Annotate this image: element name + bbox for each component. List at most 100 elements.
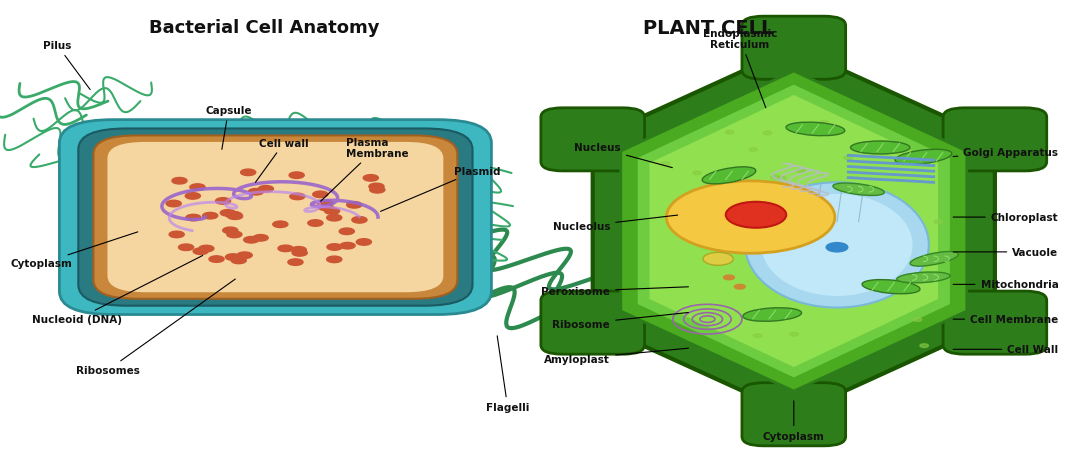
Ellipse shape <box>896 272 950 283</box>
Circle shape <box>241 170 256 176</box>
Circle shape <box>308 220 323 227</box>
Circle shape <box>703 253 733 266</box>
Circle shape <box>292 247 307 254</box>
Circle shape <box>820 121 828 125</box>
Ellipse shape <box>895 150 951 165</box>
Circle shape <box>258 186 273 193</box>
Circle shape <box>934 220 943 224</box>
Circle shape <box>226 254 241 261</box>
Circle shape <box>797 169 806 173</box>
Circle shape <box>775 265 784 269</box>
Text: Chloroplast: Chloroplast <box>954 213 1058 223</box>
Circle shape <box>166 201 181 207</box>
Text: Plasma
Membrane: Plasma Membrane <box>321 138 408 202</box>
Circle shape <box>313 192 328 198</box>
Circle shape <box>193 249 208 255</box>
Ellipse shape <box>702 168 756 184</box>
Circle shape <box>327 257 342 263</box>
Circle shape <box>228 213 243 220</box>
Circle shape <box>751 235 759 239</box>
Circle shape <box>273 222 288 228</box>
FancyBboxPatch shape <box>108 143 443 293</box>
Circle shape <box>840 238 849 241</box>
Text: Peroxisome: Peroxisome <box>541 287 688 297</box>
FancyBboxPatch shape <box>541 291 645 354</box>
Text: Pilus: Pilus <box>43 41 90 90</box>
Circle shape <box>289 194 305 200</box>
Circle shape <box>339 229 354 235</box>
Ellipse shape <box>146 167 275 250</box>
Polygon shape <box>593 49 995 414</box>
Text: Cytoplasm: Cytoplasm <box>762 401 825 441</box>
Circle shape <box>231 257 246 264</box>
Text: Ribosomes: Ribosomes <box>76 279 235 375</box>
Circle shape <box>707 218 716 222</box>
Circle shape <box>826 243 848 252</box>
Circle shape <box>186 193 201 200</box>
Circle shape <box>703 241 712 245</box>
Circle shape <box>289 173 305 179</box>
Circle shape <box>837 261 846 264</box>
Circle shape <box>244 237 259 244</box>
Circle shape <box>914 318 922 322</box>
Circle shape <box>771 176 780 180</box>
Ellipse shape <box>745 183 929 308</box>
Ellipse shape <box>910 252 958 267</box>
Polygon shape <box>637 84 950 379</box>
Ellipse shape <box>862 280 920 294</box>
Circle shape <box>724 275 734 280</box>
Circle shape <box>203 213 218 219</box>
Circle shape <box>764 132 772 136</box>
Ellipse shape <box>833 184 885 196</box>
Circle shape <box>356 239 372 246</box>
Circle shape <box>726 202 786 228</box>
Circle shape <box>227 213 242 219</box>
Ellipse shape <box>786 123 845 137</box>
Text: Cell Wall: Cell Wall <box>954 344 1058 355</box>
Circle shape <box>324 208 339 215</box>
Circle shape <box>666 181 835 254</box>
Ellipse shape <box>743 308 801 322</box>
Text: Mitochondria: Mitochondria <box>954 280 1058 290</box>
FancyBboxPatch shape <box>742 17 846 80</box>
Circle shape <box>220 210 235 217</box>
Circle shape <box>253 235 268 242</box>
Ellipse shape <box>851 142 909 155</box>
Circle shape <box>693 172 702 175</box>
Text: Cell Membrane: Cell Membrane <box>954 314 1058 325</box>
Circle shape <box>172 178 187 185</box>
Circle shape <box>811 283 820 287</box>
Circle shape <box>326 215 341 221</box>
FancyBboxPatch shape <box>59 120 491 315</box>
Text: PLANT CELL: PLANT CELL <box>643 19 773 38</box>
FancyBboxPatch shape <box>943 108 1047 171</box>
Text: Bacterial Cell Anatomy: Bacterial Cell Anatomy <box>149 19 380 37</box>
FancyBboxPatch shape <box>742 383 846 446</box>
Polygon shape <box>649 95 939 368</box>
Circle shape <box>292 250 307 257</box>
Text: Nucleolus: Nucleolus <box>553 216 677 232</box>
Circle shape <box>318 201 333 207</box>
Polygon shape <box>621 72 967 391</box>
FancyBboxPatch shape <box>943 292 1047 355</box>
Text: Endoplasmic
Reticulum: Endoplasmic Reticulum <box>703 29 777 108</box>
Circle shape <box>843 156 852 160</box>
Text: Flagelli: Flagelli <box>486 336 529 413</box>
Circle shape <box>726 131 734 135</box>
Circle shape <box>216 198 231 205</box>
Circle shape <box>369 184 384 190</box>
Text: Amyloplast: Amyloplast <box>544 349 688 364</box>
Circle shape <box>238 252 253 259</box>
Circle shape <box>248 189 264 195</box>
Circle shape <box>748 148 757 152</box>
Circle shape <box>226 212 241 219</box>
Ellipse shape <box>761 194 913 296</box>
Text: Cell wall: Cell wall <box>256 138 309 183</box>
Circle shape <box>347 202 362 209</box>
FancyBboxPatch shape <box>79 129 473 306</box>
Text: Nucleoid (DNA): Nucleoid (DNA) <box>32 256 203 325</box>
Circle shape <box>208 257 224 263</box>
Circle shape <box>227 232 242 238</box>
Circle shape <box>178 244 193 251</box>
Circle shape <box>369 187 384 194</box>
